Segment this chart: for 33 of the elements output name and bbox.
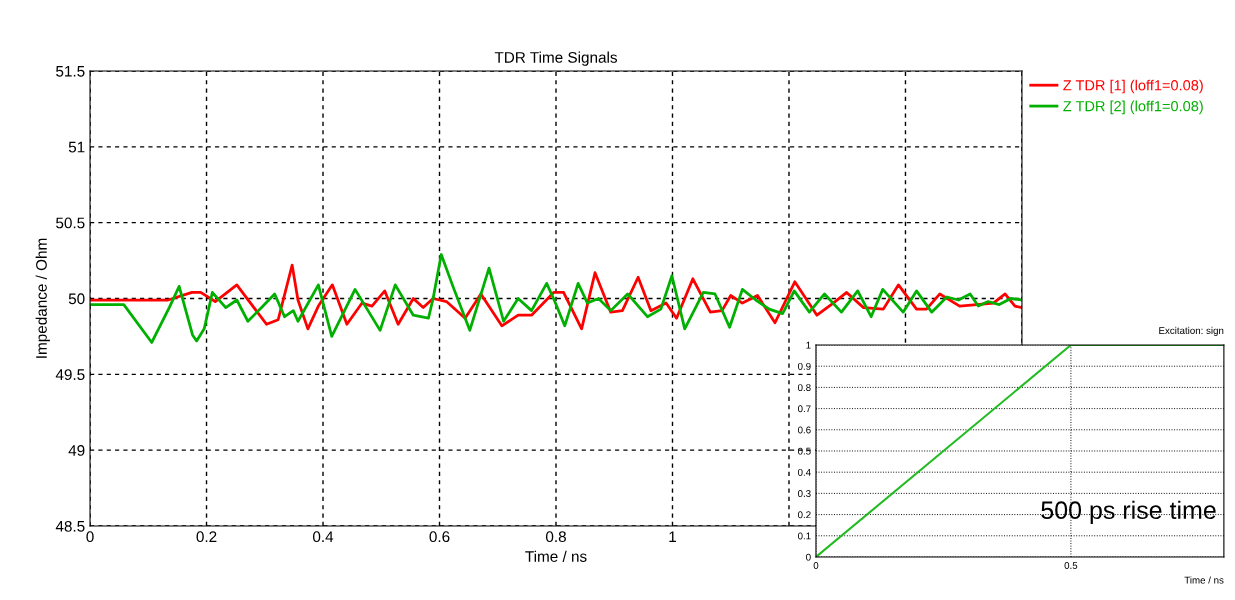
y-tick-label: 0.6 <box>797 426 811 434</box>
y-tick-label: 0.4 <box>797 468 811 476</box>
chart-title: Excitation: sign <box>1159 326 1224 336</box>
y-tick-label: 50.5 <box>56 217 85 229</box>
line-series <box>90 263 1022 331</box>
x-tick-label: 0.2 <box>196 531 217 543</box>
y-tick-label: 51.5 <box>56 66 85 77</box>
x-axis-title: Time / ns <box>1184 576 1224 584</box>
y-tick-label: 0.2 <box>797 511 811 519</box>
y-tick-label: 49 <box>68 445 85 456</box>
x-tick-label: 0.4 <box>312 531 334 543</box>
y-tick-label: 1 <box>806 341 811 349</box>
x-tick-label: 0 <box>86 531 94 543</box>
x-tick-label: 0.8 <box>545 531 566 543</box>
x-tick-label: 0.6 <box>429 531 450 543</box>
y-tick-label: 48.5 <box>55 520 85 532</box>
y-tick-label: 0.7 <box>797 405 811 413</box>
y-tick-label: 0.1 <box>797 532 811 540</box>
x-tick-label: 1 <box>669 531 676 542</box>
y-tick-label: 0 <box>806 553 811 561</box>
chart-title: TDR Time Signals <box>494 51 617 66</box>
y-tick-label: 0.8 <box>797 384 811 392</box>
y-tick-label: 0.3 <box>797 490 811 497</box>
x-axis-title: Time / ns <box>525 550 587 562</box>
y-tick-label: 50 <box>68 293 85 305</box>
annotation: 500 ps rise time <box>1041 500 1216 525</box>
y-tick-label: 0.5 <box>797 447 811 455</box>
legend-label: Z TDR [1] (loff1=0.08) <box>1063 79 1203 94</box>
legend-label: Z TDR [2] (loff1=0.08) <box>1063 100 1203 115</box>
y-tick-label: 49.5 <box>55 369 85 381</box>
y-tick-label: 0.9 <box>797 362 811 370</box>
y-axis-title: Impedance / Ohm <box>35 238 50 358</box>
y-tick-label: 51 <box>68 141 85 153</box>
